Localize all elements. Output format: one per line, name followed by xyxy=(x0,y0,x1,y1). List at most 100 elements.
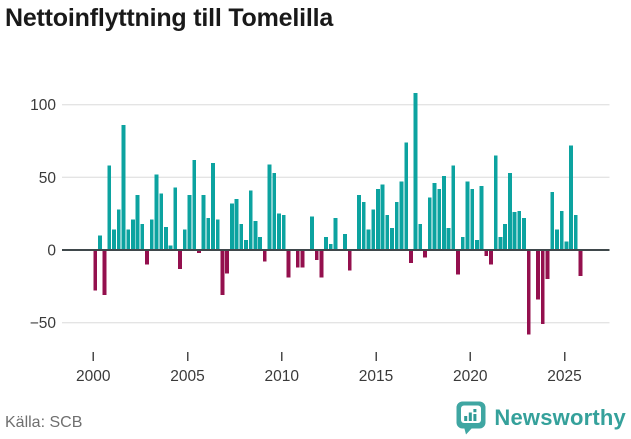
bar-2003-q2 xyxy=(154,174,159,250)
bar-2024-q1 xyxy=(545,250,550,280)
bar-2000-q3 xyxy=(102,250,107,296)
bar-2021-q4 xyxy=(503,223,508,250)
bar-2017-q4 xyxy=(427,197,432,250)
bar-2004-q1 xyxy=(168,245,173,250)
bar-2024-q3 xyxy=(555,229,559,250)
bar-2005-q1 xyxy=(187,194,192,250)
bar-2012-q2 xyxy=(324,236,328,250)
bar-2019-q3 xyxy=(460,236,465,250)
brand-wordmark: Newsworthy xyxy=(494,405,626,430)
bar-2009-q2 xyxy=(267,164,272,250)
bar-2025-q1 xyxy=(564,241,569,250)
bar-2017-q2 xyxy=(418,223,423,250)
bar-2004-q4 xyxy=(182,229,187,250)
bar-2011-q4 xyxy=(314,250,319,261)
newsworthy-logo-icon xyxy=(456,401,486,435)
bar-2020-q2 xyxy=(474,239,479,250)
x-axis-label-2005: 2005 xyxy=(170,368,204,385)
bar-2021-q2 xyxy=(493,155,498,250)
bar-2005-q2 xyxy=(192,159,197,250)
bar-2000-q4 xyxy=(107,165,112,250)
bar-2020-q1 xyxy=(470,188,475,250)
y-axis-label-50: 50 xyxy=(39,170,57,187)
bar-2016-q3 xyxy=(404,142,409,250)
bar-2002-q2 xyxy=(135,194,140,250)
bar-2018-q1 xyxy=(432,183,437,250)
bar-2010-q1 xyxy=(281,215,286,250)
bar-2005-q3 xyxy=(196,250,201,253)
bar-2016-q2 xyxy=(399,181,404,250)
brand-footer: Newsworthy xyxy=(456,401,626,435)
bar-2015-q1 xyxy=(376,188,380,250)
bar-2017-q3 xyxy=(423,250,427,258)
bar-2002-q4 xyxy=(145,250,149,265)
y-axis-label-0: 0 xyxy=(47,243,56,260)
bar-2004-q3 xyxy=(178,250,182,269)
y-axis-label--50: −50 xyxy=(30,315,57,332)
bar-2019-q1 xyxy=(451,165,456,250)
bar-2006-q4 xyxy=(220,250,225,296)
bar-2018-q2 xyxy=(437,188,442,250)
bar-2015-q4 xyxy=(390,228,394,250)
bar-2018-q4 xyxy=(446,228,451,250)
bar-2017-q1 xyxy=(413,93,418,250)
bar-2001-q2 xyxy=(116,209,121,250)
bar-2019-q4 xyxy=(465,181,470,250)
bar-2000-q2 xyxy=(98,235,102,250)
bar-2021-q3 xyxy=(498,236,503,250)
y-axis-label-100: 100 xyxy=(30,97,56,114)
bar-2003-q3 xyxy=(159,193,164,250)
bar-2025-q3 xyxy=(573,215,578,250)
bar-2000-q1 xyxy=(93,250,98,291)
bar-2011-q3 xyxy=(310,216,314,250)
bar-2019-q2 xyxy=(456,250,460,275)
bar-2002-q3 xyxy=(140,223,145,250)
bar-2020-q4 xyxy=(484,250,489,256)
bar-2016-q1 xyxy=(394,202,399,250)
bar-2018-q3 xyxy=(441,175,446,250)
bar-2024-q4 xyxy=(559,210,564,250)
bar-2007-q4 xyxy=(239,223,244,250)
bar-2024-q2 xyxy=(550,191,555,250)
bar-2009-q3 xyxy=(272,172,277,250)
bar-2015-q2 xyxy=(380,184,385,250)
bar-2001-q1 xyxy=(112,229,116,250)
bar-2014-q3 xyxy=(366,229,371,250)
bar-2008-q3 xyxy=(253,220,258,250)
bar-2008-q2 xyxy=(248,190,253,250)
x-axis-label-2015: 2015 xyxy=(359,368,393,385)
bar-2022-q3 xyxy=(517,210,522,250)
bar-2006-q3 xyxy=(215,219,220,250)
bar-2005-q4 xyxy=(201,194,206,250)
bar-2009-q1 xyxy=(262,250,267,262)
bar-2011-q1 xyxy=(300,250,305,268)
bar-2020-q3 xyxy=(479,186,484,250)
bar-2023-q1 xyxy=(526,250,531,335)
x-axis-label-2000: 2000 xyxy=(76,368,111,385)
chart-title: Nettoinflyttning till Tomelilla xyxy=(5,4,334,32)
bar-2013-q3 xyxy=(347,250,352,271)
bar-2014-q4 xyxy=(371,209,376,250)
bar-2023-q4 xyxy=(540,250,545,325)
bar-2016-q4 xyxy=(409,250,413,264)
bar-2015-q3 xyxy=(385,215,390,250)
bar-2002-q1 xyxy=(131,219,135,250)
x-axis-label-2010: 2010 xyxy=(265,368,300,385)
bar-2007-q2 xyxy=(229,203,234,250)
bar-2025-q4 xyxy=(578,250,583,277)
bar-2012-q1 xyxy=(319,250,324,278)
bar-2007-q3 xyxy=(234,199,239,250)
bar-2023-q3 xyxy=(536,250,541,300)
bar-2008-q1 xyxy=(244,239,248,250)
bar-2003-q4 xyxy=(163,226,168,250)
bar-2014-q1 xyxy=(357,194,361,250)
source-note: Källa: SCB xyxy=(5,414,83,431)
bar-2001-q4 xyxy=(126,229,131,250)
bar-2022-q2 xyxy=(512,212,517,250)
bar-2022-q1 xyxy=(507,172,512,250)
bar-2012-q3 xyxy=(328,244,333,250)
x-axis-label-2025: 2025 xyxy=(547,368,581,385)
bar-2012-q4 xyxy=(333,218,338,250)
x-axis-label-2020: 2020 xyxy=(453,368,488,385)
